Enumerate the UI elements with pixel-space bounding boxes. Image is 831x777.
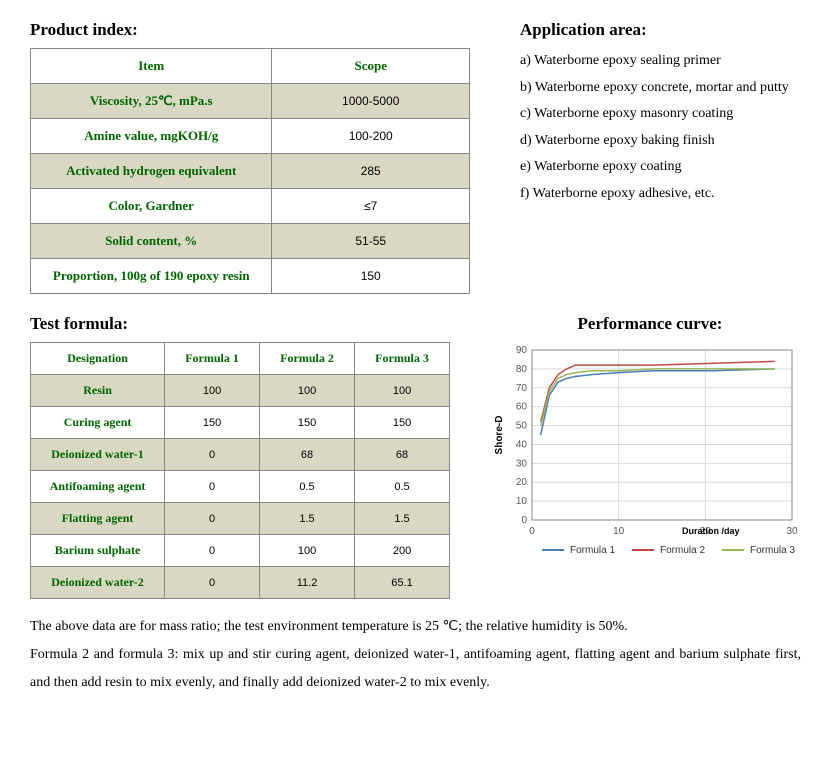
designation-cell: Curing agent	[31, 407, 165, 439]
svg-text:0: 0	[529, 526, 535, 537]
value-cell: 0	[165, 535, 260, 567]
svg-text:40: 40	[516, 439, 528, 450]
designation-cell: Deionized water-2	[31, 567, 165, 599]
designation-cell: Flatting agent	[31, 503, 165, 535]
value-cell: 150	[355, 407, 450, 439]
value-cell: 11.2	[260, 567, 355, 599]
col-designation: Designation	[31, 343, 165, 375]
product-index-table: Item Scope Viscosity, 25℃, mPa.s1000-500…	[30, 48, 470, 294]
test-formula-heading: Test formula:	[30, 314, 450, 334]
value-cell: 0.5	[260, 471, 355, 503]
value-cell: 68	[355, 439, 450, 471]
list-item: d) Waterborne epoxy baking finish	[520, 128, 801, 155]
application-heading: Application area:	[520, 20, 801, 40]
test-formula-table: Designation Formula 1 Formula 2 Formula …	[30, 342, 450, 599]
svg-text:90: 90	[516, 345, 528, 356]
footnote-2: Formula 2 and formula 3: mix up and stir…	[30, 641, 801, 697]
scope-cell: 150	[272, 259, 470, 294]
item-cell: Amine value, mgKOH/g	[31, 119, 272, 154]
chart-heading: Performance curve:	[490, 314, 810, 334]
item-cell: Viscosity, 25℃, mPa.s	[31, 84, 272, 119]
list-item: e) Waterborne epoxy coating	[520, 154, 801, 181]
list-item: c) Waterborne epoxy masonry coating	[520, 101, 801, 128]
col-formula2: Formula 2	[260, 343, 355, 375]
col-item: Item	[31, 49, 272, 84]
scope-cell: 100-200	[272, 119, 470, 154]
value-cell: 1.5	[260, 503, 355, 535]
svg-text:0: 0	[521, 515, 527, 526]
table-row: Resin100100100	[31, 375, 450, 407]
designation-cell: Antifoaming agent	[31, 471, 165, 503]
item-cell: Color, Gardner	[31, 189, 272, 224]
value-cell: 0	[165, 503, 260, 535]
table-row: Antifoaming agent00.50.5	[31, 471, 450, 503]
svg-text:30: 30	[786, 526, 798, 537]
list-item: b) Waterborne epoxy concrete, mortar and…	[520, 75, 801, 102]
designation-cell: Barium sulphate	[31, 535, 165, 567]
svg-text:Formula 1: Formula 1	[570, 545, 615, 556]
table-row: Viscosity, 25℃, mPa.s1000-5000	[31, 84, 470, 119]
product-index-heading: Product index:	[30, 20, 470, 40]
scope-cell: ≤7	[272, 189, 470, 224]
scope-cell: 51-55	[272, 224, 470, 259]
value-cell: 100	[260, 535, 355, 567]
value-cell: 68	[260, 439, 355, 471]
value-cell: 0	[165, 471, 260, 503]
svg-text:Formula 3: Formula 3	[750, 545, 795, 556]
value-cell: 65.1	[355, 567, 450, 599]
footnote-1: The above data are for mass ratio; the t…	[30, 613, 801, 641]
value-cell: 0	[165, 567, 260, 599]
application-list: a) Waterborne epoxy sealing primerb) Wat…	[520, 48, 801, 208]
value-cell: 100	[260, 375, 355, 407]
value-cell: 100	[165, 375, 260, 407]
svg-text:60: 60	[516, 402, 528, 413]
svg-text:Shore-D: Shore-D	[494, 416, 505, 455]
table-row: Color, Gardner≤7	[31, 189, 470, 224]
scope-cell: 1000-5000	[272, 84, 470, 119]
list-item: f) Waterborne epoxy adhesive, etc.	[520, 181, 801, 208]
table-row: Activated hydrogen equivalent285	[31, 154, 470, 189]
table-row: Deionized water-2011.265.1	[31, 567, 450, 599]
value-cell: 150	[165, 407, 260, 439]
svg-text:50: 50	[516, 421, 528, 432]
designation-cell: Deionized water-1	[31, 439, 165, 471]
table-row: Deionized water-106868	[31, 439, 450, 471]
value-cell: 0	[165, 439, 260, 471]
svg-text:Duration /day: Duration /day	[682, 526, 740, 536]
svg-text:80: 80	[516, 364, 528, 375]
svg-text:10: 10	[613, 526, 625, 537]
list-item: a) Waterborne epoxy sealing primer	[520, 48, 801, 75]
table-row: Solid content, %51-55	[31, 224, 470, 259]
item-cell: Proportion, 100g of 190 epoxy resin	[31, 259, 272, 294]
table-row: Proportion, 100g of 190 epoxy resin150	[31, 259, 470, 294]
table-row: Amine value, mgKOH/g100-200	[31, 119, 470, 154]
svg-text:10: 10	[516, 496, 528, 507]
scope-cell: 285	[272, 154, 470, 189]
item-cell: Solid content, %	[31, 224, 272, 259]
value-cell: 0.5	[355, 471, 450, 503]
designation-cell: Resin	[31, 375, 165, 407]
value-cell: 200	[355, 535, 450, 567]
value-cell: 100	[355, 375, 450, 407]
col-scope: Scope	[272, 49, 470, 84]
svg-text:70: 70	[516, 383, 528, 394]
value-cell: 1.5	[355, 503, 450, 535]
svg-text:Formula 2: Formula 2	[660, 545, 705, 556]
col-formula1: Formula 1	[165, 343, 260, 375]
svg-text:30: 30	[516, 458, 528, 469]
performance-chart: 01020304050607080900102030Shore-DDuratio…	[490, 342, 810, 572]
table-row: Curing agent150150150	[31, 407, 450, 439]
table-row: Barium sulphate0100200	[31, 535, 450, 567]
value-cell: 150	[260, 407, 355, 439]
item-cell: Activated hydrogen equivalent	[31, 154, 272, 189]
col-formula3: Formula 3	[355, 343, 450, 375]
table-row: Flatting agent01.51.5	[31, 503, 450, 535]
svg-text:20: 20	[516, 477, 528, 488]
